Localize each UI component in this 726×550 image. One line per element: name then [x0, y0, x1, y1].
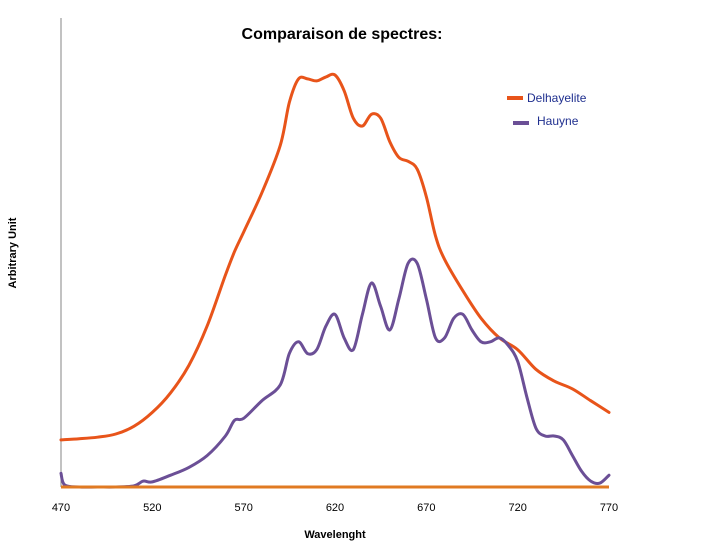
x-tick-label: 770	[600, 502, 618, 514]
x-tick-label: 670	[417, 502, 435, 514]
x-tick-label: 520	[143, 502, 161, 514]
x-tick-label: 620	[326, 502, 344, 514]
series-line-hauyne	[59, 257, 611, 489]
y-axis-label: Arbitrary Unit	[7, 217, 19, 288]
series-layer	[59, 72, 611, 489]
legend-label-delhayelite: Delhayelite	[527, 91, 587, 105]
x-tick-label: 470	[52, 502, 70, 514]
x-tick-labels: 470 520 570 620 670 720 770	[52, 502, 618, 514]
chart-title: Comparaison de spectres:	[242, 26, 443, 43]
legend-label-hauyne: Hauyne	[537, 114, 579, 128]
x-axis-label: Wavelenght	[304, 529, 366, 541]
x-tick-label: 570	[234, 502, 252, 514]
series-line-delhayelite	[59, 72, 611, 442]
x-tick-label: 720	[508, 502, 526, 514]
legend: Delhayelite Hauyne	[507, 91, 587, 128]
